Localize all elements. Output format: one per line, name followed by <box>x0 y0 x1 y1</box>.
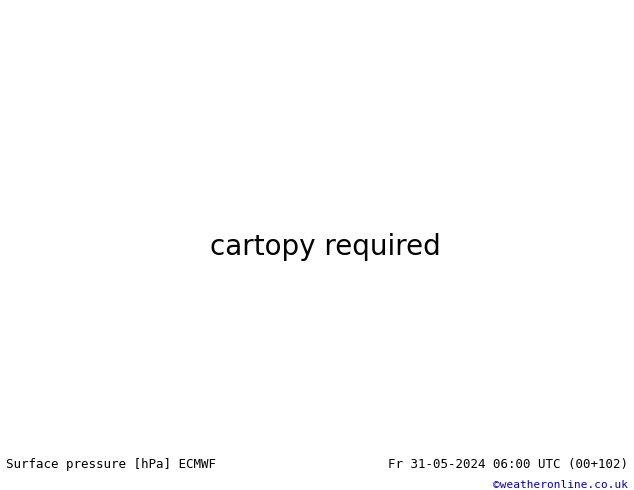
Text: cartopy required: cartopy required <box>210 233 440 262</box>
Text: Fr 31-05-2024 06:00 UTC (00+102): Fr 31-05-2024 06:00 UTC (00+102) <box>387 458 628 471</box>
Text: ©weatheronline.co.uk: ©weatheronline.co.uk <box>493 480 628 490</box>
Text: Surface pressure [hPa] ECMWF: Surface pressure [hPa] ECMWF <box>6 458 216 471</box>
